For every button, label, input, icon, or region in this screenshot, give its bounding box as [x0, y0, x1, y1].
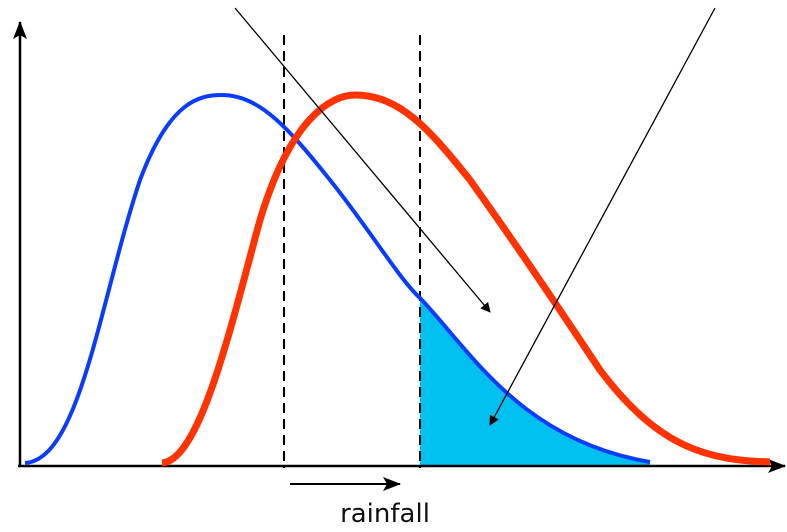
pointer-arrow: [489, 7, 716, 426]
red-curve: [161, 91, 771, 467]
shaded-region: [420, 298, 650, 466]
axis-label: rainfall: [340, 499, 430, 529]
blue-curve: [24, 92, 651, 465]
pointer-arrow: [234, 7, 491, 313]
